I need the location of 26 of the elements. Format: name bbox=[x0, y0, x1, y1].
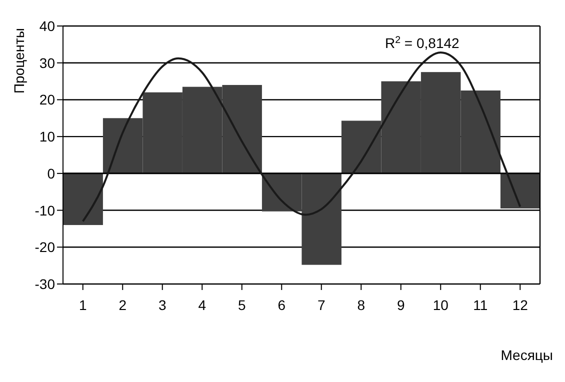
y-axis-title: Проценты bbox=[11, 28, 27, 94]
x-tick-label: 11 bbox=[473, 296, 488, 313]
bar bbox=[63, 173, 103, 226]
y-tick-label: 10 bbox=[39, 128, 56, 145]
x-axis-title: Месяцы bbox=[500, 347, 553, 363]
x-tick-label: 8 bbox=[357, 296, 366, 313]
x-tick-label: 5 bbox=[238, 296, 246, 313]
x-tick-label: 12 bbox=[512, 296, 528, 313]
y-tick-label: 20 bbox=[39, 92, 56, 108]
x-tick-label: 6 bbox=[278, 296, 286, 313]
y-tick-label: -30 bbox=[34, 276, 56, 292]
y-tick-label: 0 bbox=[47, 165, 56, 182]
line-series bbox=[82, 52, 522, 222]
x-tick-label: 7 bbox=[317, 296, 326, 313]
x-tick-label: 4 bbox=[198, 296, 206, 313]
y-tick-label: -20 bbox=[34, 239, 56, 256]
x-tick-label: 10 bbox=[432, 296, 449, 313]
y-tick-label: 40 bbox=[39, 18, 56, 34]
bar bbox=[500, 173, 540, 208]
x-tick-label: 1 bbox=[78, 296, 87, 313]
annotation: R$^{2}$ = 0,8142 bbox=[384, 34, 460, 52]
x-tick-label: 2 bbox=[118, 296, 127, 313]
y-tick-label: 30 bbox=[39, 54, 56, 71]
x-tick-label: 3 bbox=[158, 296, 166, 313]
y-tick-label: -10 bbox=[34, 202, 56, 218]
x-tick-label: 9 bbox=[396, 296, 405, 313]
